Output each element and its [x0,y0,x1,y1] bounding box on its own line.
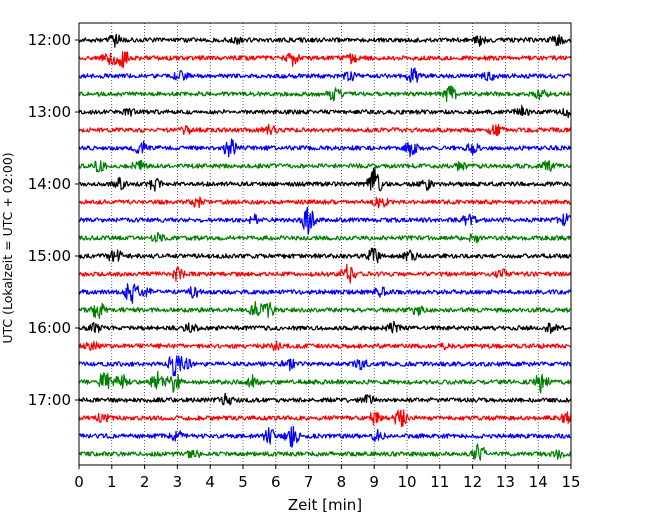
x-tick-label-4: 4 [205,473,215,491]
y-axis-ticks: 12:00 13:00 14:00 15:00 16:00 17:00 [28,31,79,409]
y-tick-label-14:00: 14:00 [28,175,71,193]
x-tick-label-2: 2 [140,473,150,491]
x-tick-label-10: 10 [397,473,416,491]
trace-1630 [78,355,572,377]
x-tick-label-14: 14 [529,473,548,491]
x-tick-label-8: 8 [337,473,347,491]
y-tick-label-15:00: 15:00 [28,247,71,265]
x-tick-label-13: 13 [496,473,515,491]
x-tick-label-6: 6 [271,473,281,491]
trace-1230 [78,67,572,83]
trace-1400 [78,167,572,192]
trace-1645 [78,370,572,394]
trace-1445 [78,232,572,244]
x-tick-label-11: 11 [430,473,449,491]
trace-1300 [78,104,572,119]
x-tick-label-7: 7 [304,473,314,491]
trace-1745 [78,443,572,461]
x-tick-label-5: 5 [238,473,248,491]
trace-1700 [78,392,572,406]
y-tick-label-13:00: 13:00 [28,103,71,121]
x-tick-label-3: 3 [173,473,183,491]
x-tick-label-0: 0 [74,473,84,491]
trace-1415 [78,196,572,209]
y-axis-label: UTC (Lokalzeit = UTC + 02:00) [0,152,15,343]
trace-1530 [78,283,572,304]
trace-1315 [78,123,572,137]
x-tick-label-9: 9 [369,473,379,491]
trace-1245 [79,85,572,102]
trace-1430 [78,206,572,235]
trace-1600 [78,320,572,334]
trace-1330 [78,138,572,158]
x-tick-label-1: 1 [107,473,117,491]
trace-1500 [78,247,572,264]
trace-1730 [78,425,572,448]
x-tick-label-15: 15 [561,473,580,491]
trace-1715 [78,409,572,428]
y-tick-label-16:00: 16:00 [28,319,71,337]
y-tick-label-17:00: 17:00 [28,391,71,409]
trace-1545 [78,300,572,320]
x-tick-label-12: 12 [463,473,482,491]
trace-1515 [78,263,572,284]
x-axis-label: Zeit [min] [288,496,362,514]
trace-1345 [78,159,572,173]
y-tick-label-12:00: 12:00 [28,31,71,49]
trace-1615 [78,340,572,352]
x-axis-ticks: 0 1 2 3 4 5 6 7 8 9 10 11 12 13 14 15 [74,465,581,491]
trace-layer [78,33,572,461]
trace-1200 [78,33,572,48]
plot-frame [78,22,572,466]
trace-1215 [78,51,572,69]
